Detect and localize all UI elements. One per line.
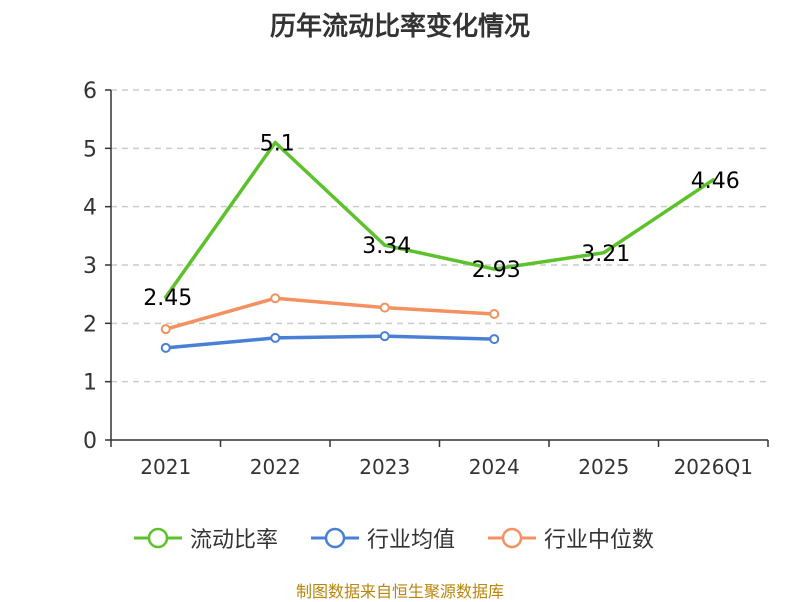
legend-label: 行业中位数	[544, 528, 655, 553]
data-label: 2.45	[143, 286, 192, 311]
data-point-industry-average	[379, 331, 390, 342]
data-point-industry-average	[489, 334, 500, 345]
y-tick-label: 2	[83, 312, 97, 337]
x-tick-label: 2022	[250, 455, 301, 479]
y-tick-label: 1	[83, 371, 97, 396]
x-tick-label: 2025	[578, 455, 629, 479]
data-label: 3.34	[362, 234, 411, 259]
data-point-industry-median	[160, 324, 171, 335]
data-point-industry-median	[270, 293, 281, 304]
y-tick-label: 3	[83, 254, 97, 279]
series-line-current-ratio	[164, 140, 715, 299]
series-lines	[160, 140, 715, 353]
y-tick-label: 5	[83, 137, 97, 162]
x-tick-label: 2024	[469, 455, 520, 479]
data-labels: 2.45 5.1 3.34 2.93 3.21 4.46	[143, 132, 739, 312]
series-line-industry-median	[164, 296, 496, 331]
legend-label: 流动比率	[190, 528, 279, 553]
data-point-industry-median	[489, 309, 500, 319]
data-label: 4.46	[691, 169, 740, 194]
x-tick-label: 2026Q1	[674, 455, 753, 479]
legend-item-industry-average[interactable]: 行业均值	[311, 520, 455, 556]
data-label: 5.1	[260, 132, 295, 157]
data-point-industry-average	[160, 342, 171, 353]
y-tick-label: 0	[83, 429, 97, 454]
y-tick-label: 4	[83, 196, 97, 221]
data-label: 3.21	[581, 242, 630, 267]
x-tick-label: 2021	[140, 455, 191, 479]
series-line-industry-average	[164, 334, 496, 350]
data-point-industry-average	[270, 332, 281, 343]
legend-label: 行业均值	[367, 528, 456, 553]
legend-line-icon	[134, 527, 182, 549]
chart-title: 历年流动比率变化情况	[269, 12, 530, 42]
legend-item-industry-median[interactable]: 行业中位数	[488, 520, 654, 556]
legend: 流动比率 行业均值 行业中位数	[0, 520, 800, 556]
legend-line-icon	[311, 527, 359, 549]
source-note: 制图数据来自恒生聚源数据库	[295, 582, 504, 601]
data-point-industry-median	[379, 302, 390, 313]
data-label: 2.93	[472, 258, 521, 283]
legend-item-current-ratio[interactable]: 流动比率	[134, 520, 278, 556]
legend-line-icon	[488, 527, 536, 549]
y-tick-label: 6	[83, 79, 97, 104]
x-tick-label: 2023	[359, 455, 410, 479]
axes: 0 1 2 3 4 5 6 2021 2022 2023 2024 2025 2026Q1	[83, 79, 769, 479]
